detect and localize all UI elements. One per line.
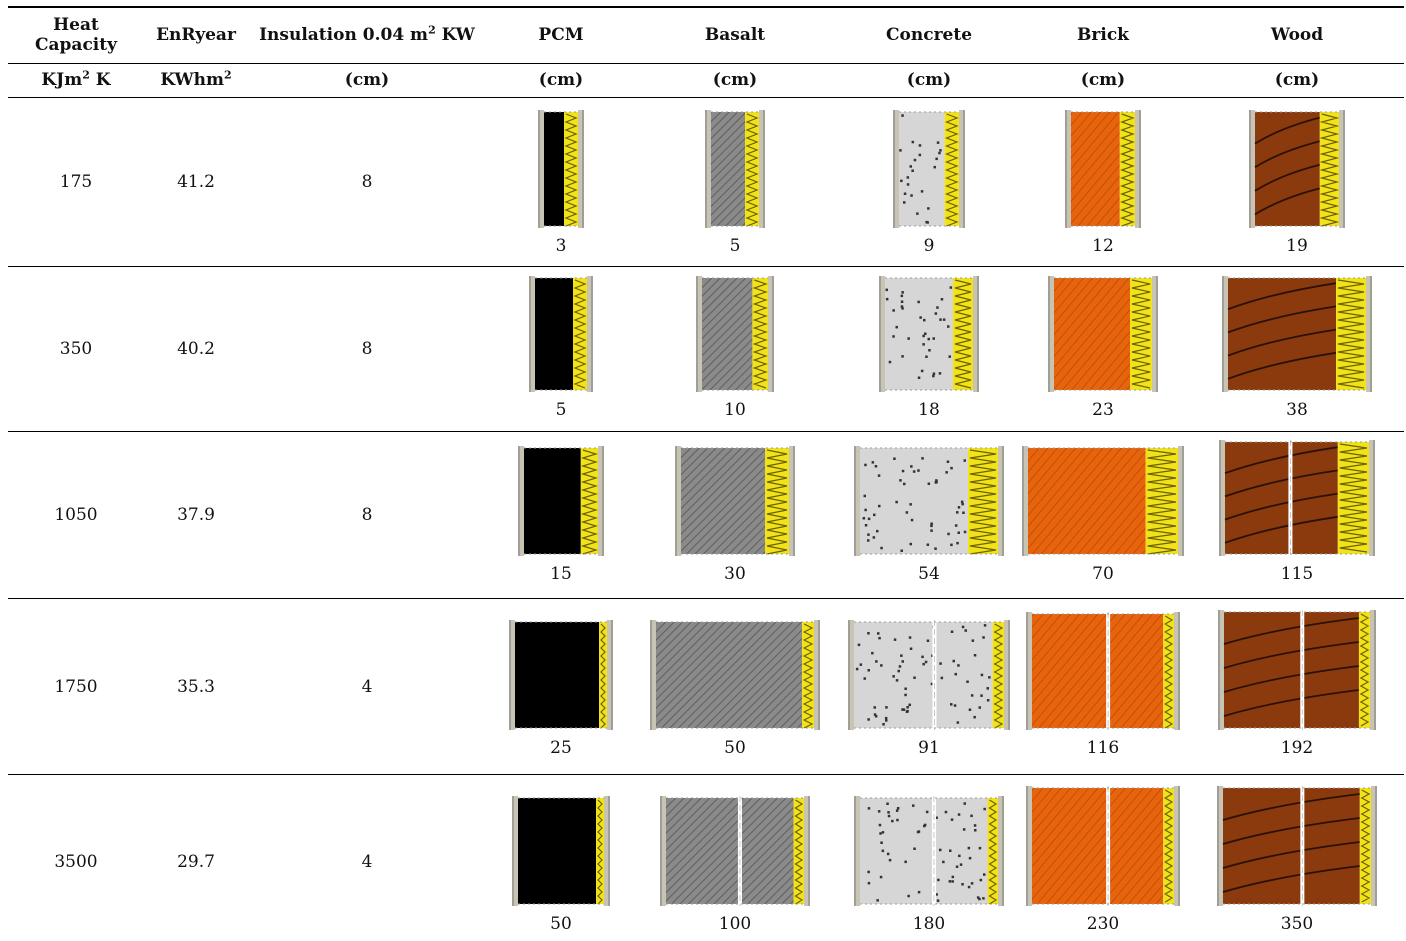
thickness-wood: 350 (1280, 914, 1314, 934)
wall-section-concrete (854, 796, 1004, 906)
heat-unit-post: K (89, 70, 111, 90)
wall-section-concrete (848, 620, 1010, 730)
cell-ins: 8 (361, 172, 373, 192)
col-header-wood: Wood (1270, 25, 1324, 45)
col-header-heat-capacity: Heat Capacity (35, 15, 117, 55)
unit-concrete: (cm) (906, 70, 952, 90)
thickness-basalt: 50 (724, 738, 746, 758)
cell-heat: 175 (59, 172, 93, 192)
thickness-pcm: 15 (550, 564, 572, 584)
cell-heat: 1750 (54, 677, 98, 697)
wall-section-brick (1065, 110, 1141, 228)
thickness-concrete: 180 (912, 914, 946, 934)
wall-section-pcm (529, 276, 593, 392)
cell-enr: 29.7 (177, 852, 215, 872)
thickness-concrete: 91 (918, 738, 940, 758)
wall-section-wood (1217, 786, 1377, 906)
wall-section-basalt (696, 276, 774, 392)
col-header-pcm: PCM (538, 25, 584, 45)
thickness-brick: 12 (1092, 236, 1114, 256)
cell-heat: 3500 (54, 852, 98, 872)
rule-units (8, 97, 1404, 98)
unit-heat-capacity: KJm2 K (16, 68, 136, 90)
heat-unit-label: KJm (41, 70, 83, 90)
rule-row-4 (8, 774, 1404, 775)
insulation-unit: KW (435, 25, 475, 45)
thickness-concrete: 18 (918, 400, 940, 420)
thickness-basalt: 30 (724, 564, 746, 584)
cell-enr: 35.3 (177, 677, 215, 697)
unit-enryear: KWhm2 (136, 68, 256, 90)
col-header-concrete: Concrete (885, 25, 973, 45)
col-header-insulation: Insulation 0.04 m2 KW (256, 23, 478, 45)
cell-heat: 1050 (54, 505, 98, 525)
thickness-basalt: 5 (729, 236, 741, 256)
wall-section-concrete (879, 276, 979, 392)
rule-row-2 (8, 431, 1404, 432)
wall-section-brick (1022, 446, 1184, 556)
rule-row-1 (8, 266, 1404, 267)
rule-row-3 (8, 598, 1404, 599)
col-header-brick: Brick (1077, 25, 1129, 45)
wall-section-basalt (660, 796, 810, 906)
unit-wood: (cm) (1274, 70, 1320, 90)
wall-section-basalt (705, 110, 765, 228)
cell-ins: 8 (361, 505, 373, 525)
wall-section-basalt (650, 620, 820, 730)
wall-section-brick (1048, 276, 1158, 392)
insulation-label: Insulation 0.04 m (259, 25, 429, 45)
thickness-wood: 192 (1280, 738, 1314, 758)
wall-section-pcm (538, 110, 584, 228)
wall-section-basalt (675, 446, 795, 556)
unit-brick: (cm) (1080, 70, 1126, 90)
cell-ins: 8 (361, 339, 373, 359)
unit-pcm: (cm) (538, 70, 584, 90)
thickness-concrete: 9 (923, 236, 935, 256)
thickness-pcm: 3 (555, 236, 567, 256)
col-header-enryear: EnRyear (156, 25, 236, 45)
thickness-brick: 116 (1086, 738, 1120, 758)
wall-section-pcm (518, 446, 604, 556)
cell-enr: 41.2 (177, 172, 215, 192)
wall-section-brick (1026, 612, 1180, 730)
thickness-basalt: 10 (724, 400, 746, 420)
cell-enr: 37.9 (177, 505, 215, 525)
insulation-sup: 2 (428, 23, 436, 37)
wall-section-brick (1026, 786, 1180, 906)
cell-ins: 4 (361, 677, 373, 697)
thickness-wood: 38 (1286, 400, 1308, 420)
thickness-basalt: 100 (718, 914, 752, 934)
wall-section-wood (1222, 276, 1372, 392)
cell-ins: 4 (361, 852, 373, 872)
wall-section-concrete (854, 446, 1004, 556)
thickness-brick: 70 (1092, 564, 1114, 584)
enr-unit-sup: 2 (223, 68, 232, 82)
thickness-brick: 23 (1092, 400, 1114, 420)
thickness-pcm: 5 (555, 400, 567, 420)
enr-unit-label: KWhm (160, 70, 224, 90)
thickness-wood: 19 (1286, 236, 1308, 256)
thickness-wood: 115 (1280, 564, 1314, 584)
wall-section-concrete (893, 110, 965, 228)
thickness-pcm: 50 (550, 914, 572, 934)
unit-basalt: (cm) (712, 70, 758, 90)
wall-section-wood (1249, 110, 1345, 228)
rule-top (8, 6, 1404, 8)
thickness-pcm: 25 (550, 738, 572, 758)
wall-section-pcm (509, 620, 613, 730)
cell-enr: 40.2 (177, 339, 215, 359)
heat-unit-sup: 2 (82, 68, 90, 82)
col-header-basalt: Basalt (704, 25, 766, 45)
wall-section-wood (1218, 610, 1376, 730)
thickness-concrete: 54 (918, 564, 940, 584)
unit-insulation: (cm) (344, 70, 390, 90)
thickness-brick: 230 (1086, 914, 1120, 934)
wall-section-pcm (512, 796, 610, 906)
wall-section-wood (1219, 440, 1375, 556)
cell-heat: 350 (59, 339, 93, 359)
rule-header (8, 63, 1404, 64)
